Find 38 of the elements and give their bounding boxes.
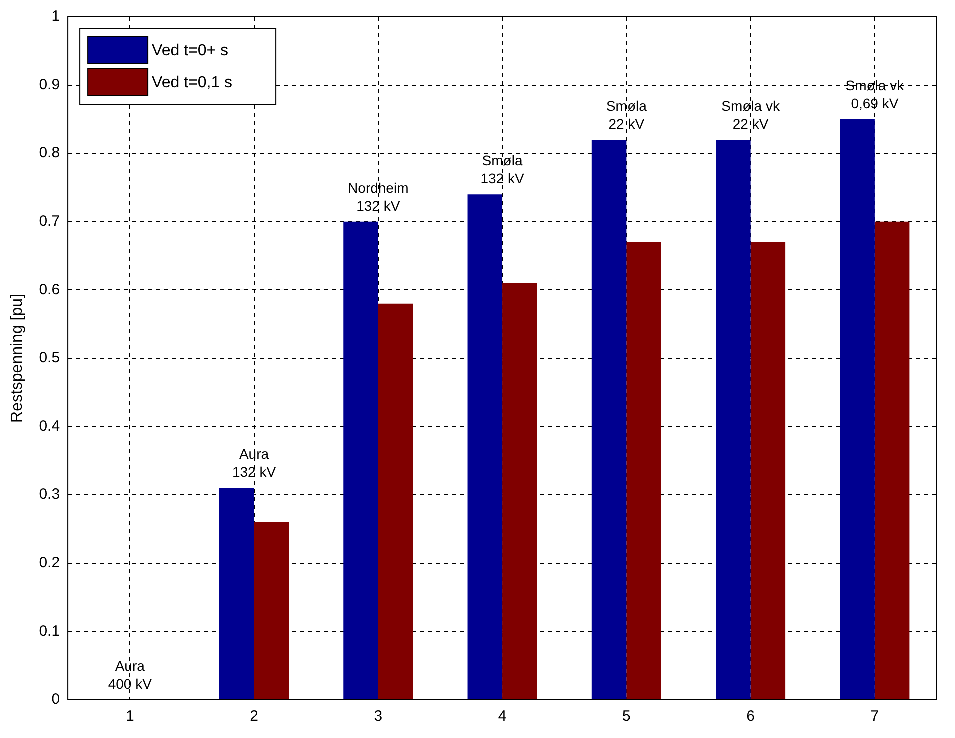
y-tick-label: 0.1 xyxy=(39,622,60,640)
annotation: Smøla 132 kV xyxy=(480,152,525,186)
bar xyxy=(716,140,751,700)
x-tick-label: 7 xyxy=(870,708,880,726)
bar xyxy=(840,119,875,700)
y-tick-label: 0.3 xyxy=(39,486,60,504)
x-tick-label: 4 xyxy=(498,708,507,726)
bar xyxy=(254,522,290,700)
x-tick-label: 2 xyxy=(250,708,258,726)
annotation: Smøla 22 kV xyxy=(606,98,648,132)
y-tick-label: 1 xyxy=(52,8,60,26)
x-tick-label: 3 xyxy=(374,708,383,726)
y-tick-label: 0.2 xyxy=(39,554,60,572)
bar xyxy=(220,488,254,700)
bar xyxy=(626,242,662,700)
x-tick-label: 5 xyxy=(622,708,631,726)
annotation: Smøla vk 22 kV xyxy=(722,98,781,132)
y-axis-title: Restspenning [pu] xyxy=(9,294,26,423)
y-tick-label: 0.7 xyxy=(39,213,60,230)
bar xyxy=(468,194,503,700)
y-tick-label: 0.8 xyxy=(39,144,60,162)
y-tick-label: 0.5 xyxy=(39,350,60,367)
x-tick-label: 6 xyxy=(746,708,755,726)
bar xyxy=(344,222,378,700)
legend-label: Ved t=0+ s xyxy=(152,42,229,60)
bar xyxy=(378,304,414,700)
x-tick-label: 1 xyxy=(126,708,134,726)
y-tick-label: 0 xyxy=(52,691,60,708)
bar xyxy=(874,222,910,700)
bar xyxy=(502,283,538,700)
annotation: Aura 132 kV xyxy=(232,446,277,480)
bar xyxy=(592,140,627,700)
annotation: Aura 400 kV xyxy=(108,658,153,692)
y-tick-label: 0.6 xyxy=(39,281,60,298)
bar xyxy=(750,242,786,700)
y-tick-label: 0.4 xyxy=(39,418,60,435)
y-tick-label: 0.9 xyxy=(39,76,60,94)
legend-label: Ved t=0,1 s xyxy=(152,74,233,92)
